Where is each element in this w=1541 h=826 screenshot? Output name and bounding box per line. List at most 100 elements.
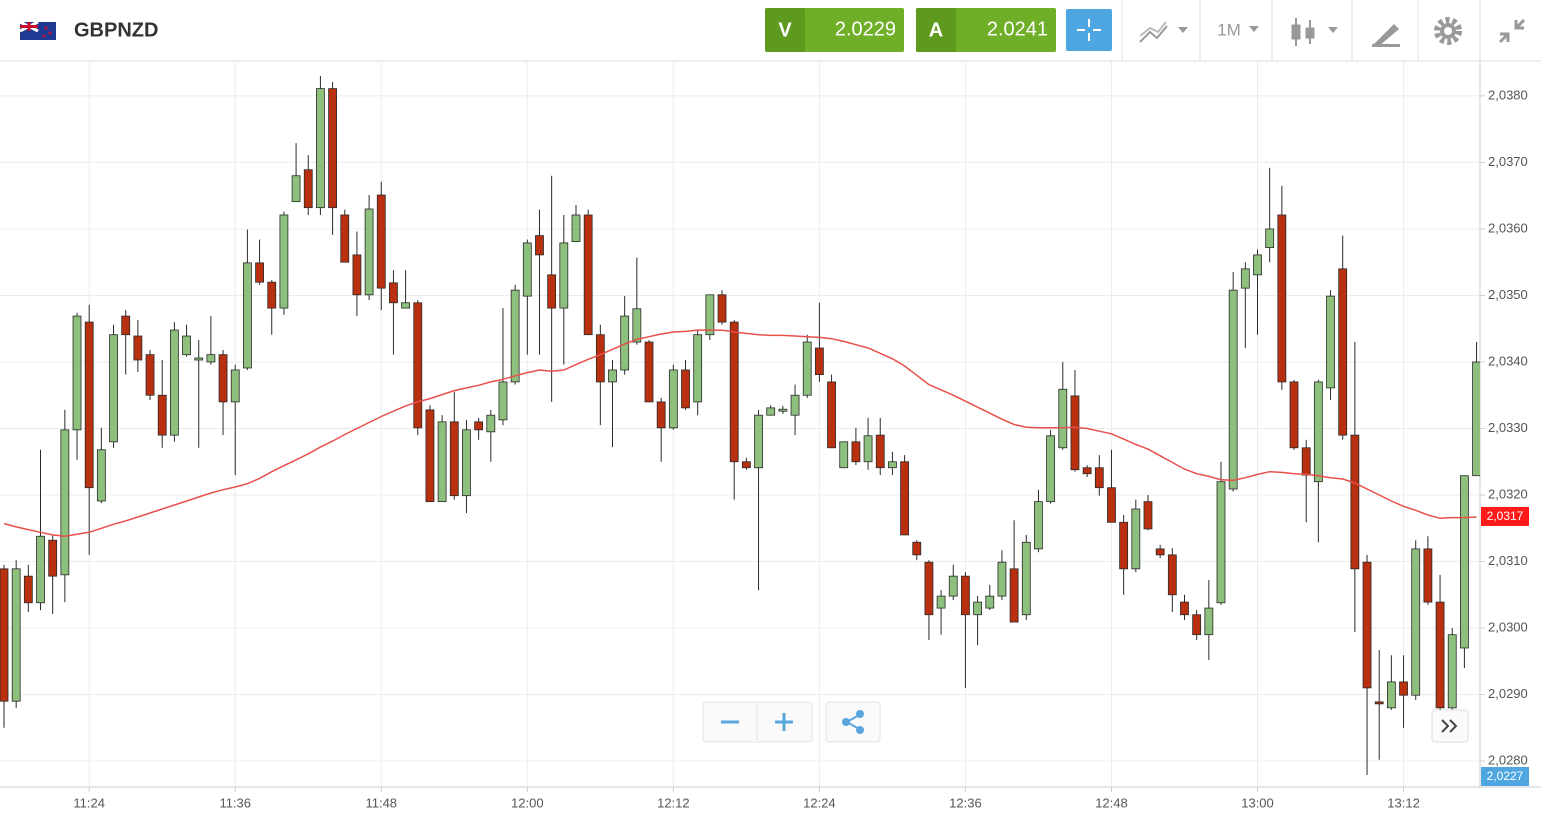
candle-body	[595, 334, 605, 383]
price-tag	[1481, 767, 1529, 786]
candle-body	[1021, 541, 1031, 616]
candle-body	[1301, 447, 1311, 476]
candle-body	[717, 294, 727, 323]
candle-body	[1009, 568, 1019, 623]
candle-body	[1180, 601, 1189, 616]
candle-body	[1411, 548, 1421, 696]
candle-body	[1094, 467, 1104, 489]
timeframe-button[interactable]: 1M	[1217, 20, 1259, 39]
y-tick-label: 2,0380	[1488, 87, 1528, 102]
candle-body	[474, 421, 484, 431]
price-tag-label: 2,0227	[1487, 769, 1524, 783]
scroll-right-button[interactable]	[1431, 709, 1469, 743]
candle-body	[522, 242, 532, 297]
candle-body	[96, 449, 106, 502]
candle-body	[632, 308, 642, 343]
candle-body	[72, 315, 82, 431]
candle-body	[1472, 361, 1480, 477]
candle-body	[863, 435, 873, 463]
candle-body	[316, 88, 325, 209]
share-button[interactable]	[825, 701, 881, 743]
candle-body	[1447, 634, 1457, 709]
toolbar-separators	[1121, 0, 1481, 61]
candle-body	[1204, 607, 1214, 636]
zoom-controls	[702, 701, 813, 743]
candle-body	[802, 341, 812, 396]
ma-tag	[1481, 506, 1529, 526]
candle-body	[133, 335, 143, 361]
symbol: GBPNZD	[74, 19, 158, 41]
x-tick-label: 11:48	[365, 795, 397, 810]
candle-body	[157, 394, 167, 436]
candle-body	[109, 334, 118, 443]
candle-body	[145, 354, 155, 396]
chart-type-button[interactable]	[1291, 18, 1338, 46]
x-tick-label: 12:48	[1095, 795, 1128, 810]
candle-body	[1435, 601, 1445, 709]
candle-body	[1277, 214, 1287, 383]
candle-body	[668, 369, 678, 429]
candle-body	[1228, 289, 1238, 490]
crosshair-button[interactable]	[1066, 9, 1112, 51]
candle-body	[1362, 561, 1372, 689]
candle-body	[1289, 381, 1299, 449]
candle-body	[0, 568, 9, 702]
candle-body	[1265, 228, 1275, 248]
buy-label: A	[929, 19, 943, 41]
candle-body	[84, 321, 94, 489]
settings-button[interactable]	[1434, 17, 1462, 45]
candle-body	[1034, 501, 1043, 550]
collapse-button[interactable]	[1498, 18, 1526, 44]
candle-body	[1082, 467, 1092, 475]
candle-body	[1253, 254, 1262, 276]
candle-body	[741, 461, 751, 469]
indicator-button[interactable]	[1139, 21, 1188, 43]
candle-body	[973, 601, 982, 616]
candle-body	[827, 381, 836, 449]
candle-body	[559, 242, 569, 309]
y-tick-label: 2,0310	[1488, 553, 1528, 568]
ma-tag-label: 2,0317	[1487, 509, 1524, 523]
candle-body	[1386, 681, 1396, 709]
x-tick-label: 12:12	[657, 795, 690, 810]
candle-body	[936, 595, 946, 609]
candle-body	[1326, 295, 1335, 389]
candle-body	[985, 595, 995, 609]
candle-body	[1167, 554, 1177, 596]
candle-body	[912, 541, 922, 556]
candle-body	[279, 214, 289, 309]
zoom-in-button[interactable]	[775, 713, 793, 731]
axis-labels: 2,0280 2,0290 2,0300 2,0310 2,0320 2,0330 2,03…	[73, 87, 1529, 810]
candle-body	[535, 235, 544, 256]
candle-body	[498, 381, 508, 421]
candle-body	[1107, 487, 1116, 523]
candle-body	[888, 461, 897, 469]
candle-body	[425, 409, 435, 503]
buy-price: 2.0241	[987, 18, 1048, 40]
candle-body	[814, 347, 824, 376]
candle-body	[900, 461, 909, 536]
x-tick-label: 12:00	[511, 795, 544, 810]
candle-body	[656, 401, 666, 429]
candle-body	[754, 414, 763, 469]
candle-body	[230, 369, 240, 403]
candle-body	[1240, 268, 1250, 289]
candle-body	[340, 214, 350, 263]
y-tick-label: 2,0290	[1488, 686, 1528, 701]
x-tick-label: 12:24	[803, 795, 836, 810]
candle-body	[121, 315, 131, 336]
draw-button[interactable]	[1372, 24, 1400, 47]
candle-body	[693, 334, 703, 403]
candle-body	[364, 208, 374, 296]
x-tick-label: 11:36	[219, 795, 251, 810]
candle-body	[328, 88, 337, 209]
sell-button[interactable]: V 2.0229	[765, 8, 904, 52]
candle-body	[1423, 548, 1433, 603]
candle-body	[851, 441, 861, 463]
flag	[19, 20, 56, 40]
buy-button[interactable]: A 2.0241	[916, 8, 1056, 52]
candle-body	[437, 421, 447, 503]
candle-body	[571, 214, 581, 242]
candle-body	[1070, 395, 1080, 471]
candle-body	[1058, 388, 1068, 449]
